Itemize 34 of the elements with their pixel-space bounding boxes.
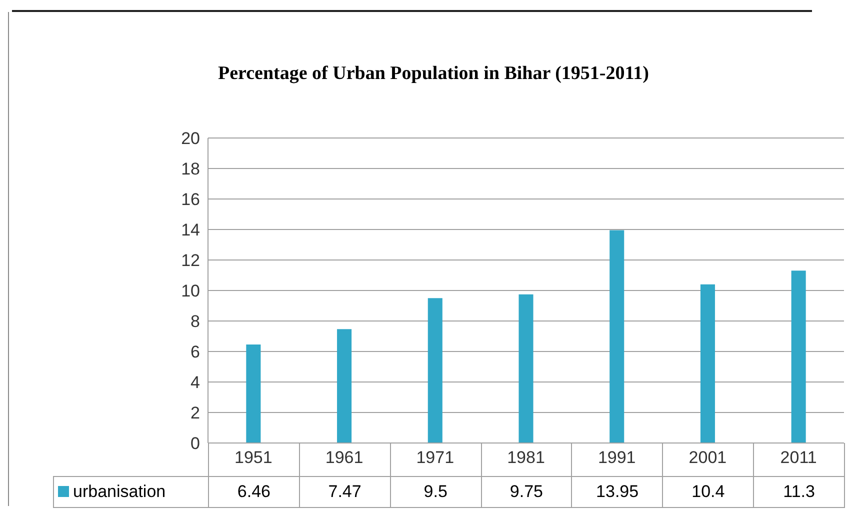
bar	[518, 294, 534, 443]
data-label: 9.5	[390, 476, 482, 508]
data-label: 7.47	[299, 476, 390, 508]
y-tick-label: 20	[181, 129, 200, 148]
bar	[337, 329, 352, 443]
y-tick-label: 6	[190, 342, 200, 362]
y-tick-label: 12	[181, 251, 200, 270]
chart-title: Percentage of Urban Population in Bihar (1951-2011)	[216, 63, 650, 85]
y-tick-label: 8	[190, 312, 200, 332]
bar	[700, 284, 715, 443]
x-tick-label: 1981	[507, 448, 545, 468]
bar	[428, 298, 442, 443]
y-tick-label: 16	[181, 190, 200, 210]
x-tick-label: 1951	[234, 448, 272, 468]
bar	[791, 270, 806, 443]
legend-label: urbanisation	[73, 482, 166, 501]
x-tick-label: 1971	[416, 448, 454, 468]
x-tick-label: 1991	[598, 448, 636, 468]
x-tick-label: 1961	[325, 448, 364, 468]
x-tick-label: 2001	[688, 448, 727, 468]
data-label: 13.95	[572, 476, 663, 508]
y-tick-label: 18	[181, 160, 200, 179]
data-label: 9.75	[481, 476, 572, 508]
y-tick-label: 2	[190, 404, 200, 423]
data-label: 10.4	[662, 476, 754, 508]
x-tick-label: 2011	[780, 448, 817, 468]
bar	[610, 230, 624, 443]
y-tick-label: 10	[181, 282, 200, 301]
data-label: 11.3	[754, 476, 844, 508]
y-tick-label: 14	[181, 220, 200, 240]
bar	[246, 344, 261, 443]
data-label: 6.46	[208, 476, 300, 508]
y-tick-label: 0	[190, 434, 200, 454]
y-tick-label: 4	[190, 373, 200, 392]
